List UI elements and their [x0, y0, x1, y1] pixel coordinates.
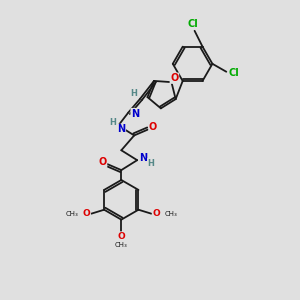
Text: O: O [98, 157, 106, 167]
Text: Cl: Cl [187, 19, 198, 29]
Text: H: H [130, 89, 136, 98]
Text: O: O [149, 122, 157, 133]
Text: CH₃: CH₃ [115, 242, 128, 248]
Text: O: O [152, 209, 160, 218]
Text: CH₃: CH₃ [66, 211, 78, 217]
Text: N: N [139, 153, 147, 163]
Text: N: N [131, 109, 139, 118]
Text: Cl: Cl [229, 68, 240, 78]
Text: O: O [117, 232, 125, 241]
Text: N: N [117, 124, 125, 134]
Text: O: O [82, 209, 90, 218]
Text: CH₃: CH₃ [164, 211, 177, 217]
Text: H: H [109, 118, 116, 127]
Text: H: H [148, 159, 154, 168]
Text: O: O [170, 73, 178, 83]
